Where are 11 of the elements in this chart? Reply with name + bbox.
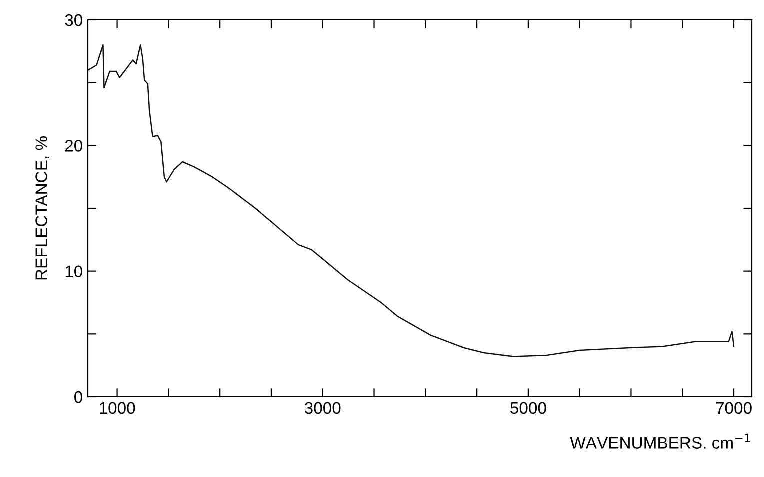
- x-tick-label: 1000: [100, 402, 136, 414]
- y-tick-label: 20: [65, 140, 82, 152]
- y-tick-label: 0: [74, 391, 82, 404]
- x-tick-label: 3000: [304, 402, 341, 414]
- y-axis-title: REFLECTANCE, %: [36, 136, 50, 280]
- x-tick-label: 5000: [510, 402, 546, 414]
- y-tick-label: 10: [66, 266, 82, 278]
- x-tick-label: 7000: [716, 402, 752, 414]
- y-tick-label: 30: [65, 14, 82, 26]
- x-axis-title: WAVENUMBERS. cm$^{−1}$: [570, 434, 750, 449]
- line-series: [88, 44, 735, 358]
